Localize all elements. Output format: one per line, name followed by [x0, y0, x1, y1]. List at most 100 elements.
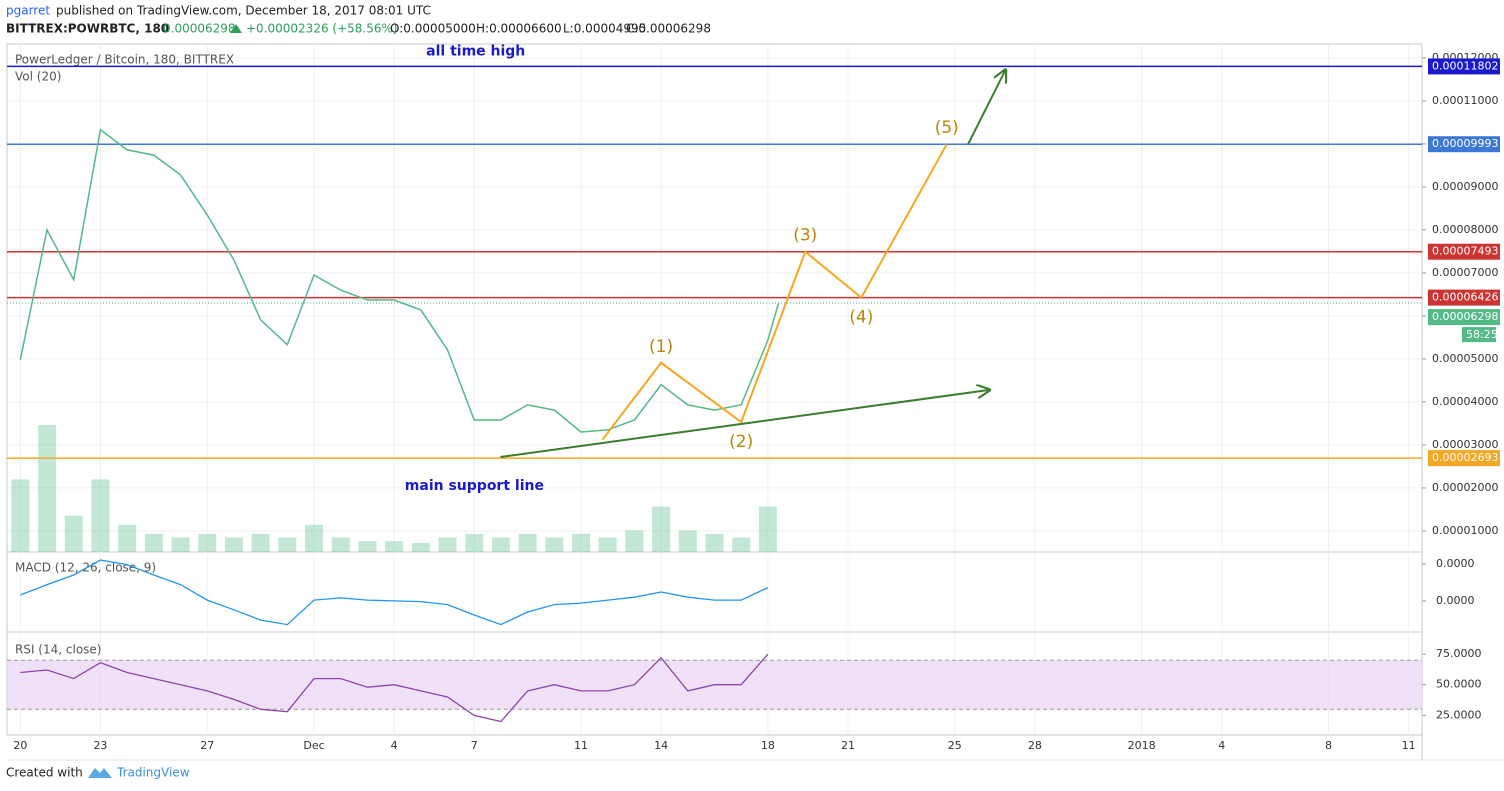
y-tick-label: 0.00004000 [1432, 395, 1498, 408]
volume-bar [358, 541, 377, 552]
volume-bar [732, 537, 751, 552]
volume-bar [278, 537, 297, 552]
low: L:0.00004995 [563, 22, 646, 36]
arrow-breakout [967, 70, 1005, 145]
y-tick-label: 0.00005000 [1432, 352, 1498, 365]
x-tick-label: 25 [948, 739, 962, 752]
volume-bar [144, 533, 163, 552]
change: +0.00002326 (+58.56%) [246, 22, 398, 36]
level-label: 0.00009993 [1432, 137, 1498, 150]
wave-path [601, 143, 948, 441]
x-tick-label: 20 [13, 739, 27, 752]
volume-bar [491, 537, 510, 552]
user[interactable]: pgarret [6, 4, 50, 18]
x-tick-label: 11 [1402, 739, 1416, 752]
plot: 20 23 27 Dec 4 7 11 14 18 21 25 28 2018 4 8 11 0.0000100… [7, 43, 1500, 752]
footer-brand[interactable]: TradingView [116, 766, 190, 780]
volume-bar [758, 506, 777, 552]
level-label-box [1428, 450, 1500, 467]
volume-bar [385, 541, 404, 552]
volume-bar [224, 537, 243, 552]
x-tick-label: 4 [391, 739, 398, 752]
volume-bar [518, 533, 537, 552]
x-tick-label: 4 [1218, 739, 1225, 752]
wave-label: (2) [729, 432, 753, 452]
y-tick-label: 0.00008000 [1432, 223, 1498, 236]
level-label-box [1428, 243, 1500, 260]
x-tick-label: 18 [761, 739, 775, 752]
volume-title: Vol (20) [15, 70, 61, 84]
y-tick-label: 0.0000 [1436, 557, 1475, 570]
chart-frame [6, 43, 1423, 736]
annotation: main support line [405, 478, 544, 494]
level-label-box [1428, 289, 1500, 306]
volume-bar [652, 506, 671, 552]
arrow-trend [500, 390, 989, 458]
volume-bar [438, 537, 457, 552]
published: published on TradingView.com, December 1… [56, 4, 431, 18]
countdown-box [1462, 327, 1496, 343]
level-label: 0.00002693 [1432, 451, 1498, 464]
volume-bar [118, 524, 137, 552]
y-tick-label: 0.00003000 [1432, 438, 1498, 451]
y-tick-label: 0.00001000 [1432, 524, 1498, 537]
volume-bar [64, 515, 83, 552]
volume-bar [171, 537, 190, 552]
wave-label: (4) [849, 308, 873, 328]
price: 0.00006298 [163, 22, 236, 36]
x-tick-label: 28 [1028, 739, 1042, 752]
macd-line [20, 559, 769, 626]
high: H:0.00006600 [476, 22, 562, 36]
y-tick-label: 50.0000 [1436, 678, 1482, 691]
volume-bar [251, 533, 270, 552]
y-tick-label: 75.0000 [1436, 647, 1482, 660]
volume-bar [411, 542, 430, 552]
y-tick-label: 0.00009000 [1432, 180, 1498, 193]
volume-bar [572, 533, 591, 552]
volume-bar [198, 533, 217, 552]
level-label: 0.00007493 [1432, 245, 1498, 258]
last-price-label: 0.00006298 [1432, 310, 1498, 323]
y-tick-label: 0.00007000 [1432, 266, 1498, 279]
x-tick-label: 27 [200, 739, 214, 752]
last-price-box [1428, 309, 1500, 326]
chart-title: PowerLedger / Bitcoin, 180, BITTREX [15, 53, 234, 67]
volume-bar [11, 479, 30, 552]
volume-bar [465, 533, 484, 552]
volume-bar [91, 479, 110, 552]
x-tick-label: 11 [574, 739, 588, 752]
volume-bar [331, 537, 350, 552]
y-tick-label: 0.00011000 [1432, 94, 1498, 107]
close: C:0.00006298 [626, 22, 711, 36]
x-tick-label: 8 [1325, 739, 1332, 752]
logo [88, 768, 112, 778]
volume-bar [38, 425, 57, 552]
level-label-box [1428, 58, 1500, 75]
x-tick-label: 21 [841, 739, 855, 752]
rsi-line [20, 653, 769, 723]
annotation: all time high [426, 43, 525, 59]
volume-bar [678, 530, 697, 552]
price-line [19, 128, 780, 433]
footer-created: Created with [6, 766, 83, 780]
level-label-box [1428, 136, 1500, 153]
volume-bar [598, 537, 617, 552]
wave-label: (1) [649, 337, 673, 357]
y-tick-label: 0.0000 [1436, 594, 1475, 607]
open: O:0.00005000 [390, 22, 476, 36]
volume-bar [305, 524, 324, 552]
wave-label: (3) [793, 226, 817, 246]
y-tick-label: 0.00002000 [1432, 481, 1498, 494]
countdown: 58:25 [1466, 328, 1498, 341]
volume-bar [705, 533, 724, 552]
x-tick-label: 14 [654, 739, 668, 752]
x-tick-label: 23 [93, 739, 107, 752]
x-tick-label: Dec [303, 739, 324, 752]
wave-label: (5) [935, 118, 959, 138]
symbol: BITTREX:POWRBTC, 180 [6, 22, 169, 36]
x-tick-label: 7 [471, 739, 478, 752]
level-label: 0.00006426 [1432, 291, 1498, 304]
x-tick-label: 2018 [1128, 739, 1156, 752]
